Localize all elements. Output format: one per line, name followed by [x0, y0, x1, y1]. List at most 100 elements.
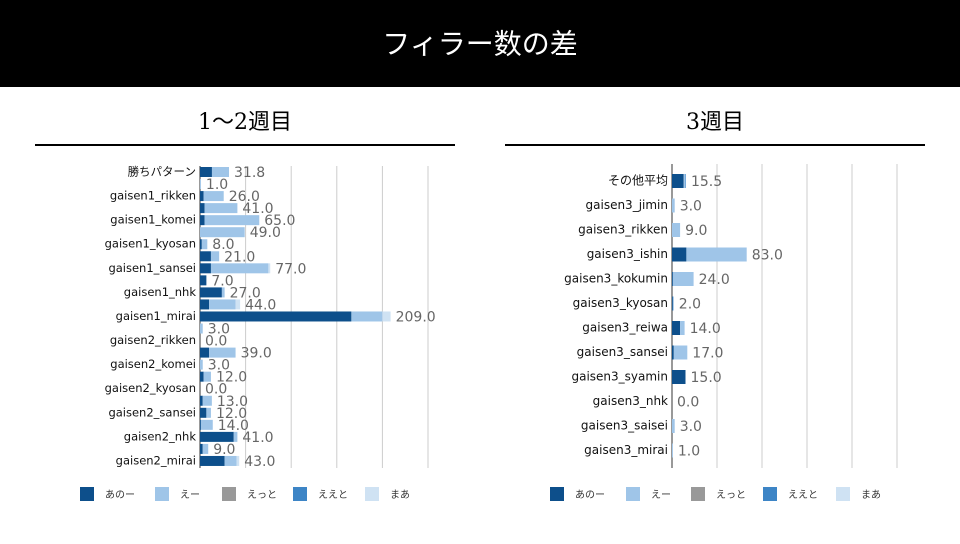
category-label: gaisen1_nhk	[124, 285, 197, 299]
chart-title: 3週目	[686, 110, 744, 135]
bar-segment	[236, 299, 241, 309]
legend-label: ええと	[318, 489, 348, 501]
bar-segment	[672, 174, 684, 188]
total-label: 9.0	[685, 223, 707, 239]
bar-segment	[672, 321, 680, 335]
bar-segment	[200, 239, 202, 249]
bar-segment	[200, 275, 206, 285]
legend-label: えっと	[716, 489, 746, 501]
category-label: gaisen3_kokumin	[564, 272, 668, 286]
bar-segment	[202, 239, 207, 249]
total-label: 21.0	[224, 249, 255, 265]
bar-segment	[204, 191, 224, 201]
bar-segment	[200, 456, 225, 466]
bar-segment	[200, 311, 351, 321]
bar-segment	[205, 215, 260, 225]
bar-segment	[200, 444, 203, 454]
legend-label: えー	[651, 489, 671, 501]
bar-segment	[201, 420, 213, 430]
total-label: 49.0	[250, 225, 281, 241]
category-label: gaisen1_kyosan	[105, 237, 196, 251]
category-label: gaisen2_mirai	[116, 453, 196, 467]
total-label: 0.0	[205, 334, 227, 350]
bar-segment	[200, 227, 245, 237]
legend-label: あのー	[575, 489, 605, 501]
bar-segment	[200, 203, 205, 213]
bar-segment	[672, 346, 674, 360]
bar-segment	[268, 263, 270, 273]
category-label: gaisen3_mirai	[584, 443, 668, 457]
bar-segment	[212, 167, 229, 177]
category-label: gaisen2_nhk	[124, 429, 197, 443]
legend-label: まあ	[390, 489, 410, 501]
legend-swatch	[763, 487, 777, 501]
legend-swatch	[691, 487, 705, 501]
total-label: 24.0	[699, 272, 730, 288]
bar-segment	[672, 419, 675, 433]
total-label: 209.0	[396, 309, 436, 325]
bar-segment	[209, 299, 235, 309]
category-label: 勝ちパターン	[128, 165, 196, 179]
category-label: gaisen2_sansei	[108, 405, 196, 419]
legend-swatch	[222, 487, 236, 501]
bar-segment	[672, 248, 686, 262]
bar-segment	[200, 360, 203, 370]
bar-segment	[672, 223, 680, 237]
category-label: gaisen3_sansei	[577, 345, 668, 359]
bar-segment	[204, 372, 211, 382]
bar-segment	[203, 444, 208, 454]
total-label: 43.0	[244, 454, 275, 470]
legend-label: まあ	[861, 489, 881, 501]
category-label: gaisen1_rikken	[110, 189, 196, 203]
legend-swatch	[293, 487, 307, 501]
legend-label: あのー	[105, 489, 135, 501]
bar-segment	[222, 287, 225, 297]
bar-segment	[200, 179, 201, 189]
bar-segment	[203, 396, 212, 406]
bar-segment	[200, 324, 203, 334]
bar-segment	[680, 321, 685, 335]
chart-title: 1〜2週目	[198, 110, 292, 135]
bar-segment	[200, 396, 203, 406]
total-label: 9.0	[213, 442, 235, 458]
bar-segment	[684, 174, 686, 188]
bar-segment	[673, 297, 674, 311]
bar-segment	[200, 215, 205, 225]
bar-segment	[200, 420, 201, 430]
total-label: 14.0	[690, 321, 721, 337]
total-label: 15.5	[691, 174, 722, 190]
legend-label: ええと	[788, 489, 818, 501]
category-label: gaisen3_reiwa	[582, 321, 668, 335]
total-label: 41.0	[242, 430, 273, 446]
bar-segment	[672, 272, 673, 286]
total-label: 15.0	[691, 370, 722, 386]
total-label: 39.0	[241, 346, 272, 362]
bar-segment	[673, 272, 694, 286]
bar-segment	[225, 456, 237, 466]
legend-swatch	[626, 487, 640, 501]
bar-segment	[200, 287, 222, 297]
slide-title: フィラー数の差	[382, 28, 577, 61]
bar-segment	[200, 348, 209, 358]
bar-segment	[200, 191, 204, 201]
bar-segment	[672, 297, 673, 311]
bar-segment	[351, 311, 382, 321]
total-label: 2.0	[679, 297, 701, 313]
bar-segment	[382, 311, 390, 321]
total-label: 3.0	[680, 199, 702, 215]
legend-label: えっと	[247, 489, 277, 501]
total-label: 17.0	[692, 346, 723, 362]
bar-segment	[236, 456, 239, 466]
category-label: gaisen3_kyosan	[573, 296, 668, 310]
total-label: 0.0	[677, 395, 699, 411]
bar-segment	[200, 263, 211, 273]
category-label: gaisen1_komei	[110, 213, 196, 227]
total-label: 3.0	[680, 419, 702, 435]
bar-segment	[200, 167, 212, 177]
bar-segment	[200, 372, 204, 382]
bar-segment	[672, 370, 686, 384]
total-label: 1.0	[678, 444, 700, 460]
bar-segment	[686, 248, 746, 262]
category-label: gaisen1_mirai	[116, 309, 196, 323]
